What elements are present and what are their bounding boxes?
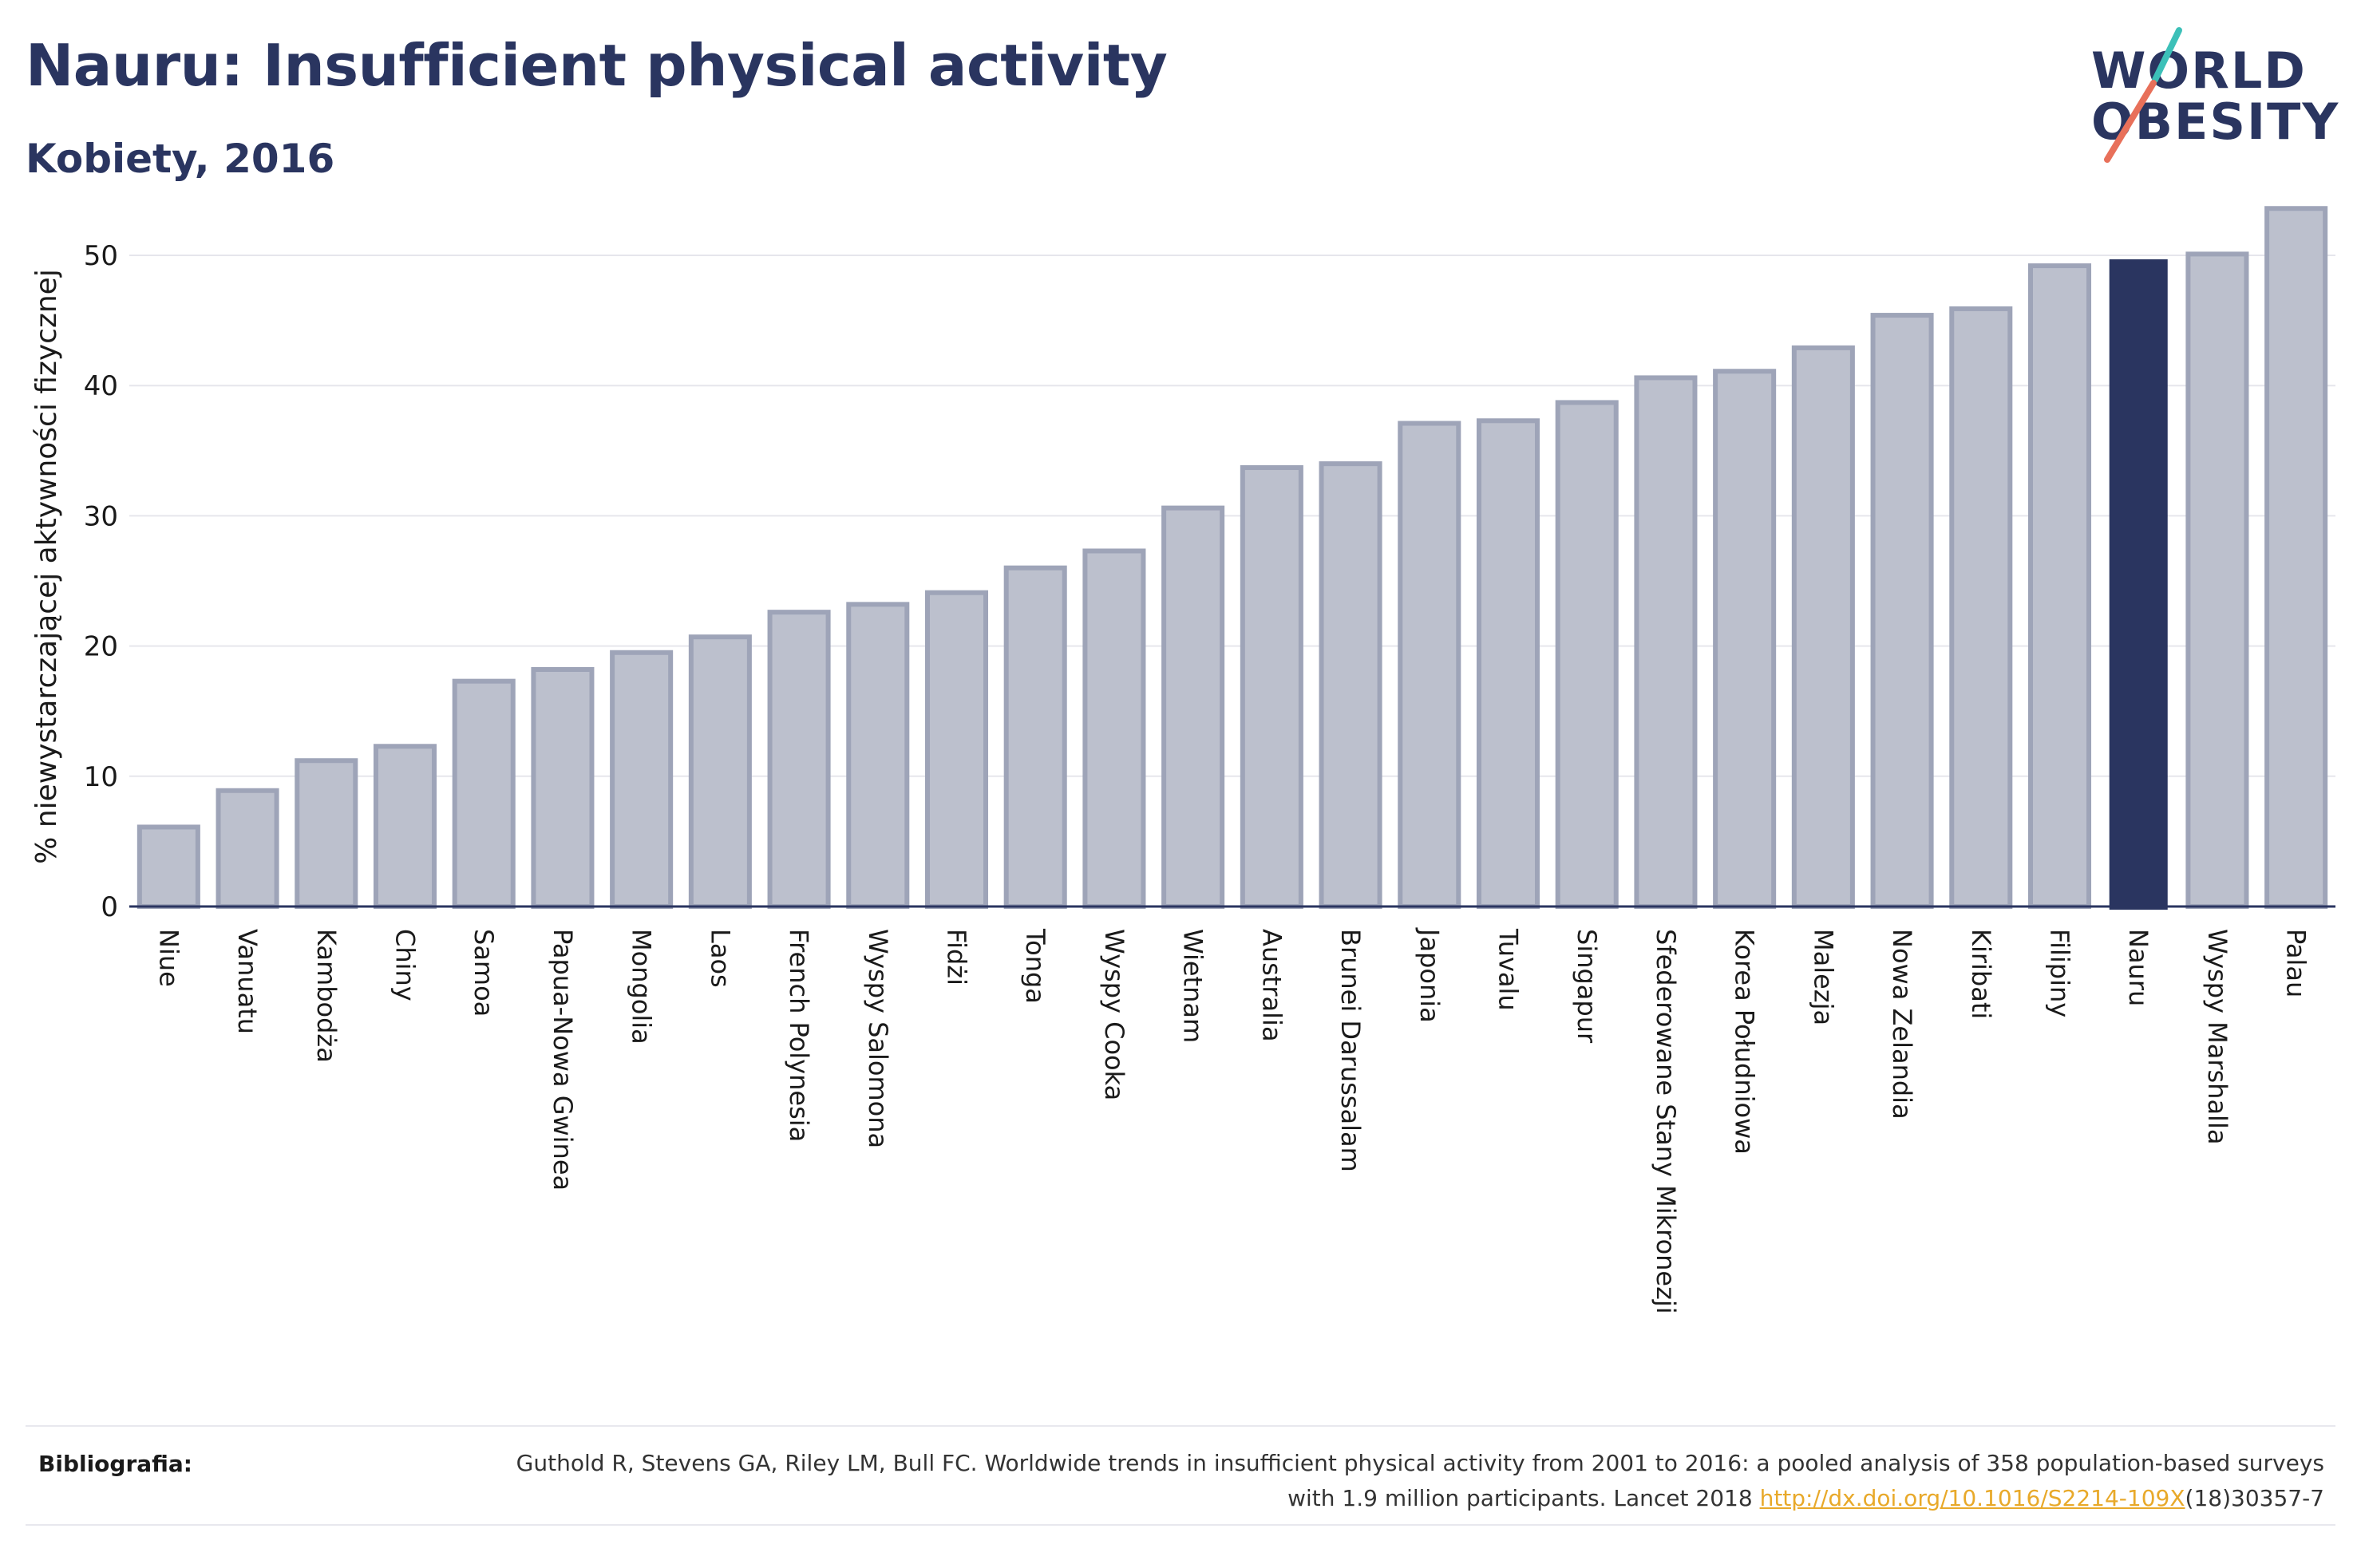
y-tick-label: 0	[101, 891, 118, 923]
citation-suffix: (18)30357-7	[2185, 1485, 2324, 1511]
x-tick-label: Japonia	[1414, 927, 1445, 1023]
x-tick-label: Niue	[153, 929, 184, 987]
x-tick-label: Malezja	[1808, 929, 1838, 1025]
citation-text: Guthold R, Stevens GA, Riley LM, Bull FC…	[516, 1450, 2324, 1511]
x-tick-label: Sfederowane Stany Mikronezji	[1651, 929, 1681, 1314]
bar[interactable]	[1870, 313, 1934, 909]
x-tick-label: Chiny	[390, 929, 421, 1001]
x-tick-label: Korea Południowa	[1730, 929, 1760, 1155]
chart-title: Nauru: Insufficient physical activity	[26, 32, 1168, 99]
x-tick-label: Singapur	[1572, 929, 1602, 1044]
bar[interactable]	[688, 634, 752, 910]
bars	[136, 206, 2328, 910]
bar[interactable]	[1319, 461, 1382, 909]
bar[interactable]	[1161, 505, 1225, 909]
bar[interactable]	[2185, 251, 2249, 910]
x-tick-label: Fidżi	[942, 929, 972, 985]
bar[interactable]	[2264, 206, 2328, 909]
footer-divider-bottom	[26, 1524, 2335, 1526]
bar[interactable]	[1003, 565, 1067, 909]
bibliography-citation: Guthold R, Stevens GA, Riley LM, Bull FC…	[488, 1446, 2324, 1516]
bibliography-label: Bibliografia:	[38, 1451, 193, 1477]
x-tick-label: Tuvalu	[1493, 928, 1524, 1011]
bar[interactable]	[846, 602, 910, 909]
axes: 0 10 20 30 40 50 Niue Vanuatu Kambodża Chiny Samoa…	[84, 240, 2335, 1314]
x-tick-label: Wyspy Cooka	[1099, 929, 1129, 1100]
x-tick-label: Wietnam	[1178, 929, 1208, 1043]
bar[interactable]	[1240, 465, 1303, 909]
bar[interactable]	[1791, 345, 1855, 909]
x-tick-label: Laos	[705, 929, 735, 988]
x-tick-label: Brunei Darussalam	[1335, 929, 1366, 1172]
footer-divider-top	[26, 1425, 2335, 1427]
x-tick-label: Wyspy Salomona	[863, 929, 893, 1148]
bar[interactable]	[295, 758, 358, 909]
x-tick-label: Wyspy Marshalla	[2202, 929, 2232, 1144]
x-tick-label: Samoa	[469, 929, 499, 1017]
bar[interactable]	[373, 744, 437, 909]
bar[interactable]	[1713, 369, 1777, 909]
bar[interactable]	[1398, 421, 1461, 909]
bar[interactable]	[924, 590, 989, 909]
bar[interactable]	[531, 666, 595, 909]
x-tick-label: French Polynesia	[784, 929, 814, 1142]
bar[interactable]	[1082, 548, 1146, 909]
bar[interactable]	[136, 824, 200, 909]
x-tick-label: Kiribati	[1966, 929, 1996, 1019]
y-axis-title: % niewystarczającej aktywności fizycznej	[30, 269, 63, 864]
logo-line-1: WORLD	[2091, 41, 2307, 100]
world-obesity-logo: WORLD OBESITY	[2075, 24, 2347, 168]
y-tick-label: 50	[84, 240, 118, 272]
bar[interactable]	[1634, 375, 1698, 909]
x-tick-label: Kambodża	[311, 929, 342, 1063]
y-tick-label: 40	[84, 370, 118, 402]
logo-slash-icon	[2104, 27, 2182, 163]
bar[interactable]	[1476, 418, 1540, 909]
x-tick-label: Nauru	[2123, 929, 2153, 1006]
y-tick-label: 10	[84, 761, 118, 793]
bar[interactable]	[452, 678, 516, 909]
bar[interactable]	[216, 788, 279, 910]
bar[interactable]	[2027, 263, 2092, 909]
bar[interactable]	[2109, 259, 2168, 910]
x-tick-label: Papua-Nowa Gwinea	[548, 929, 578, 1191]
bar[interactable]	[1555, 400, 1619, 909]
bar[interactable]	[610, 650, 674, 909]
y-tick-label: 20	[84, 631, 118, 663]
x-tick-label: Nowa Zelandia	[1887, 929, 1917, 1120]
bar[interactable]	[1949, 306, 2013, 909]
citation-doi-link[interactable]: http://dx.doi.org/10.1016/S2214-109X	[1759, 1485, 2185, 1511]
x-tick-label: Vanuatu	[232, 929, 263, 1034]
chart-subtitle: Kobiety, 2016	[26, 136, 335, 182]
x-tick-label: Mongolia	[627, 929, 657, 1045]
y-tick-label: 30	[84, 500, 118, 532]
x-tick-label: Australia	[1256, 929, 1287, 1042]
x-tick-label: Palau	[2281, 929, 2312, 997]
x-tick-label: Tonga	[1020, 928, 1050, 1004]
bar[interactable]	[767, 610, 831, 910]
x-tick-label: Filipiny	[2045, 929, 2075, 1017]
